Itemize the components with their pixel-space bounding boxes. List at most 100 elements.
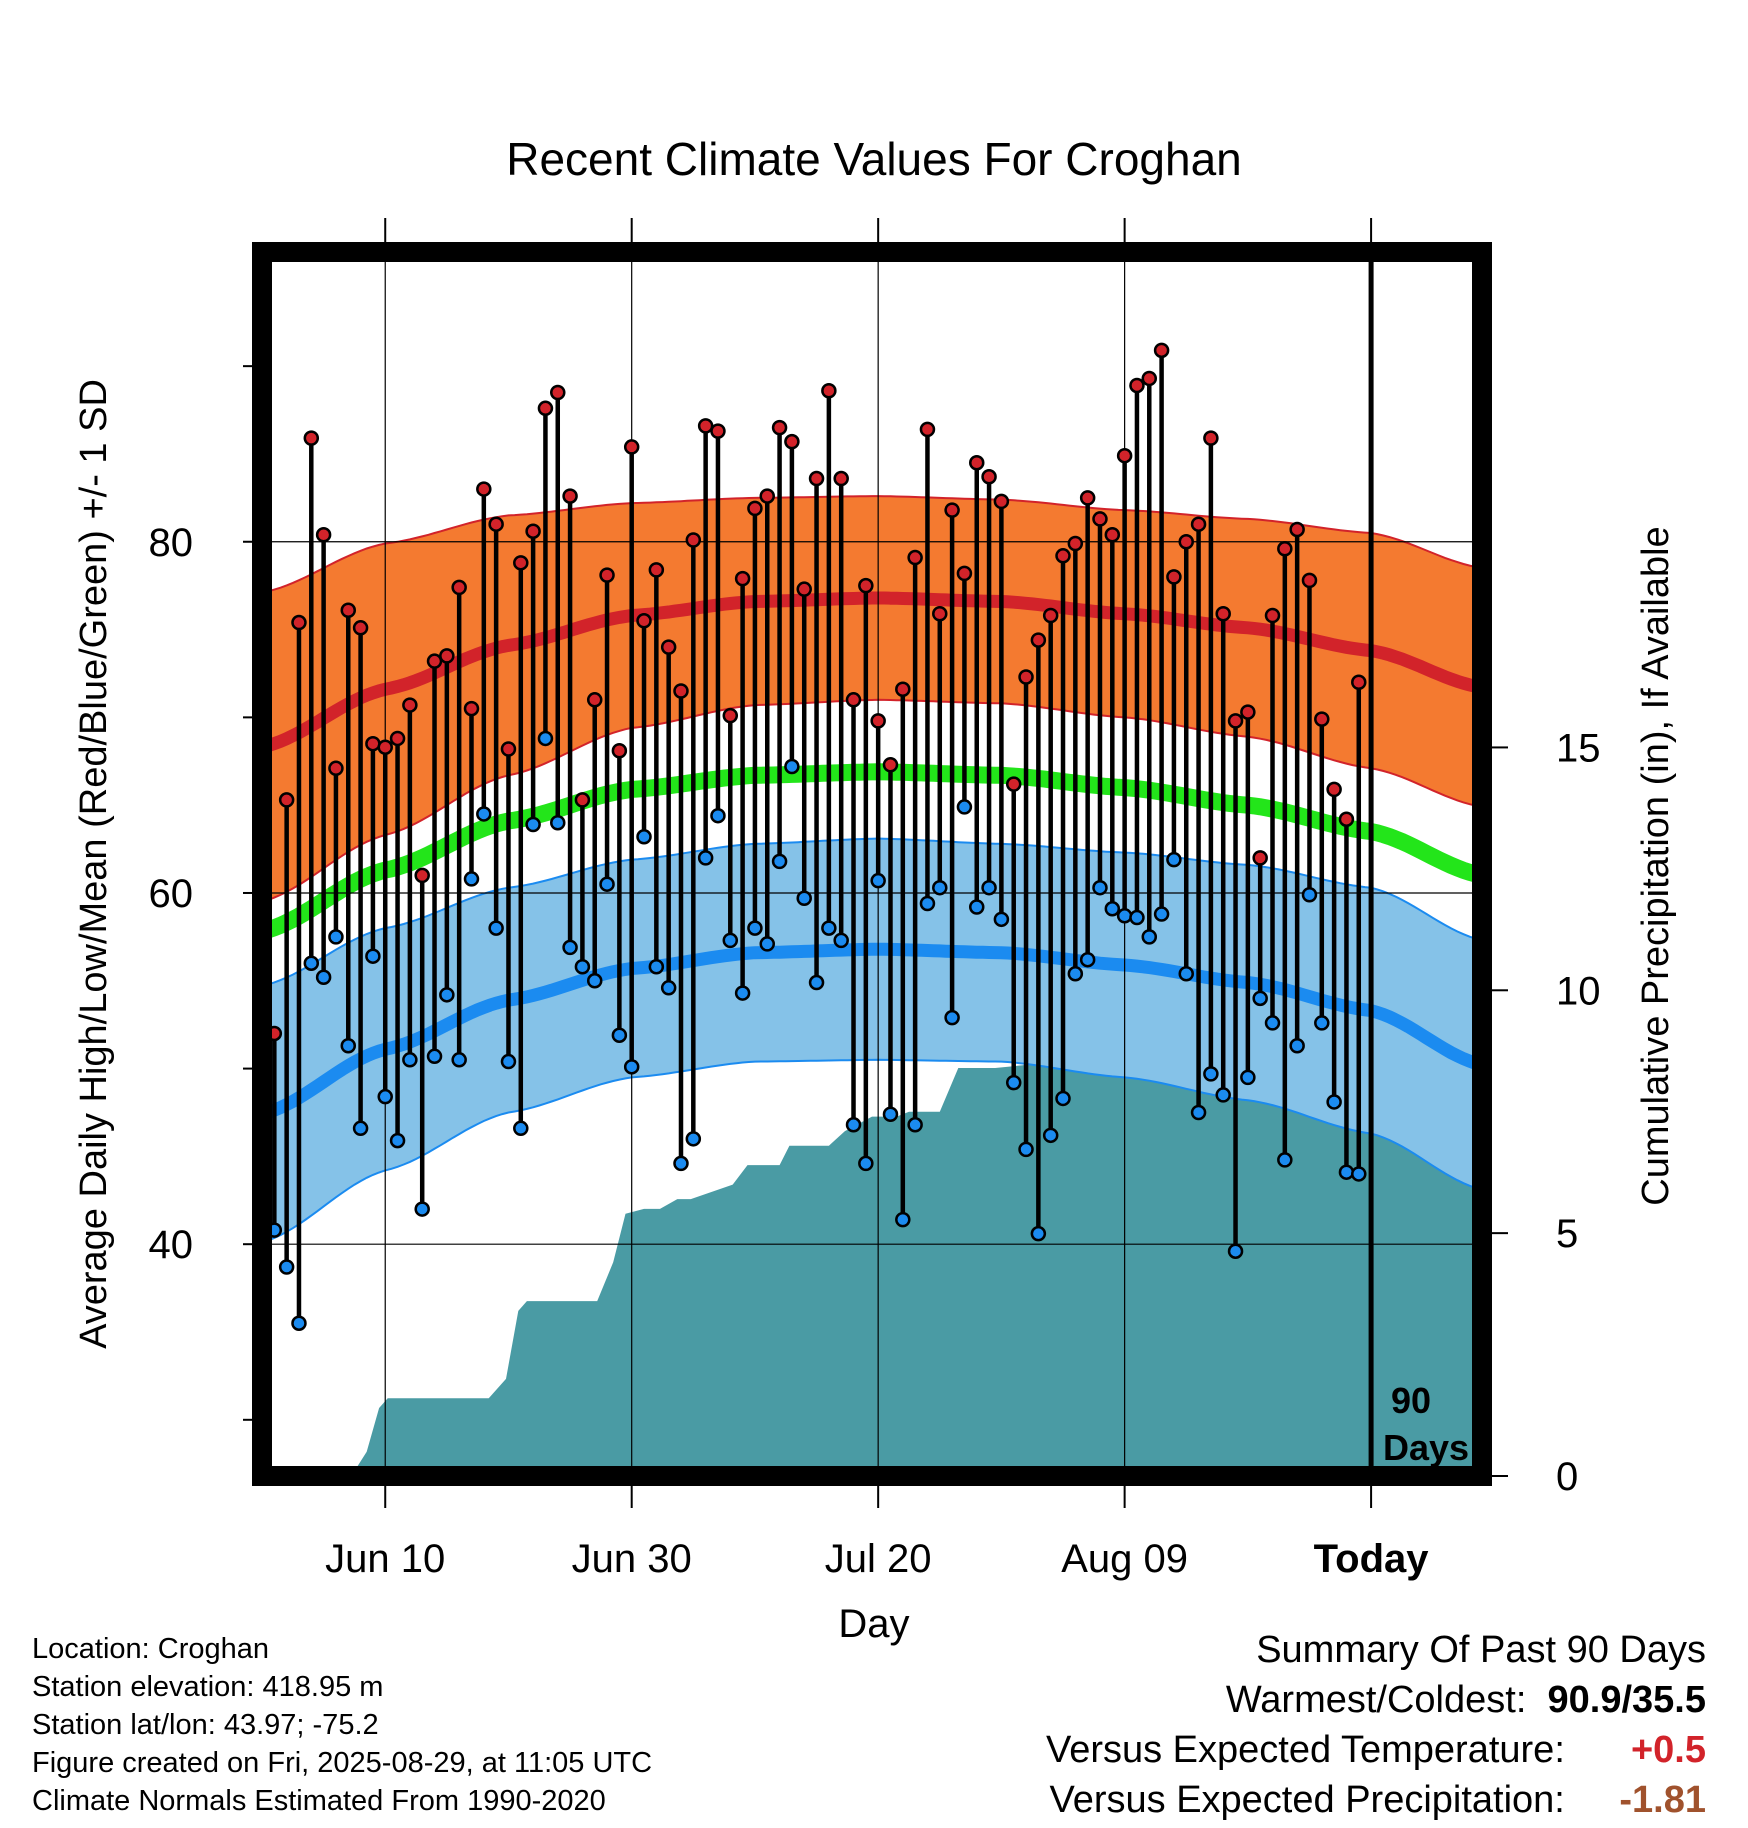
daily-high-point <box>968 454 985 471</box>
daily-low-point <box>1227 1243 1244 1259</box>
daily-low-point <box>414 1201 430 1217</box>
daily-low-point <box>747 920 763 936</box>
daily-high-point <box>1129 377 1145 394</box>
daily-low-point <box>1092 879 1108 896</box>
daily-high-point <box>697 418 714 434</box>
daily-high-point <box>426 653 443 669</box>
normals-text: Climate Normals Estimated From 1990-2020 <box>32 1785 606 1817</box>
daily-low-point <box>426 1048 443 1065</box>
daily-low-point <box>821 920 837 936</box>
daily-low-point <box>636 829 652 845</box>
daily-high-point <box>1166 569 1182 585</box>
daily-low-point <box>697 850 714 866</box>
daily-high-point <box>463 700 480 717</box>
daily-high-point <box>1277 541 1293 557</box>
daily-high-point <box>1079 490 1096 506</box>
warm-cold-label: Warmest/Coldest: <box>1225 1679 1527 1721</box>
plot-frame <box>252 242 1492 1486</box>
y2-tick-label: 5 <box>1556 1212 1578 1256</box>
daily-low-point <box>451 1052 467 1068</box>
x-tick-label: Today <box>1314 1537 1430 1581</box>
daily-low-point <box>944 1009 960 1026</box>
daily-high-point <box>1338 811 1355 827</box>
x-tick-label: Jun 10 <box>325 1537 445 1581</box>
daily-low-point <box>500 1053 517 1070</box>
y2-axis-label: Cumulative Precipitation (in), If Availa… <box>1635 526 1677 1205</box>
daily-low-point <box>1166 851 1182 868</box>
daily-high-point <box>1190 516 1207 532</box>
daily-high-point <box>784 433 800 450</box>
daily-low-point <box>808 974 825 991</box>
y-axis-label: Average Daily High/Low/Mean (Red/Blue/Gr… <box>73 379 115 1349</box>
daily-low-point <box>513 1120 529 1137</box>
temp-anomaly-value: +0.5 <box>1630 1729 1706 1771</box>
daily-high-point <box>414 867 430 884</box>
daily-high-point <box>562 488 578 504</box>
daily-high-point <box>1153 342 1170 359</box>
precip-label: Versus Expected Precipitation: <box>1049 1779 1565 1821</box>
created-text: Figure created on Fri, 2025-08-29, at 11… <box>32 1747 653 1779</box>
daily-high-point <box>919 421 936 438</box>
daily-low-point <box>1240 1069 1256 1086</box>
elevation-text: Station elevation: 418.95 m <box>32 1671 384 1703</box>
y-tick-label: 40 <box>149 1223 194 1267</box>
daily-high-point <box>710 423 726 439</box>
daily-low-point <box>1030 1225 1047 1242</box>
daily-low-point <box>648 958 665 975</box>
daily-high-point <box>734 570 751 587</box>
daily-low-point <box>968 899 985 915</box>
daily-high-point <box>1055 548 1071 564</box>
daily-high-point <box>476 481 492 497</box>
daily-low-point <box>1079 951 1096 968</box>
daily-low-point <box>673 1155 689 1172</box>
daily-high-point <box>1326 781 1342 798</box>
daily-high-point <box>513 555 529 571</box>
daily-high-point <box>895 681 911 698</box>
daily-high-point <box>611 742 628 759</box>
daily-high-point <box>389 730 406 747</box>
daily-low-point <box>328 929 344 945</box>
daily-high-point <box>870 713 886 729</box>
daily-low-point <box>1215 1087 1231 1103</box>
daily-high-point <box>303 430 320 446</box>
daily-low-point <box>833 932 849 949</box>
daily-high-point <box>882 757 899 773</box>
daily-high-point <box>1104 526 1121 543</box>
daily-high-point <box>685 532 702 548</box>
precip-anomaly-value: -1.81 <box>1619 1779 1706 1821</box>
station-info: Location: Croghan Station elevation: 418… <box>32 1630 652 1820</box>
daily-high-point <box>796 581 812 597</box>
daily-high-point <box>623 439 640 455</box>
daily-high-point <box>278 792 295 808</box>
daily-high-point <box>328 760 344 777</box>
daily-low-point <box>870 872 886 889</box>
latlon-text: Station lat/lon: 43.97; -75.2 <box>32 1709 379 1741</box>
x-tick-label: Jul 20 <box>825 1537 932 1581</box>
daily-high-point <box>673 683 689 699</box>
daily-low-point <box>586 973 603 989</box>
normal-bands-layer <box>262 495 1482 1244</box>
daily-range-sticks-layer <box>262 350 1362 1324</box>
daily-low-point <box>1067 966 1084 982</box>
daily-high-point <box>1005 776 1022 792</box>
daily-low-point <box>1351 1166 1367 1182</box>
daily-high-point <box>1227 713 1244 729</box>
daily-high-point <box>1092 511 1108 527</box>
daily-low-point <box>1005 1074 1022 1091</box>
daily-high-point <box>574 792 591 808</box>
daily-low-point <box>1104 901 1121 917</box>
daily-low-point <box>550 814 566 831</box>
daily-low-point <box>1338 1164 1355 1180</box>
daily-low-point <box>389 1132 406 1149</box>
daily-high-point <box>402 697 418 713</box>
daily-high-point <box>1314 711 1330 727</box>
daily-high-point <box>1203 430 1219 446</box>
y-tick-label: 60 <box>149 872 194 916</box>
today-label-line2: Days <box>1383 1427 1469 1468</box>
daily-low-point <box>303 955 320 971</box>
daily-high-point <box>1018 669 1034 685</box>
daily-low-point <box>722 932 739 949</box>
daily-high-point <box>451 579 467 596</box>
daily-low-point <box>352 1120 369 1137</box>
high-normal-band <box>262 495 1482 903</box>
